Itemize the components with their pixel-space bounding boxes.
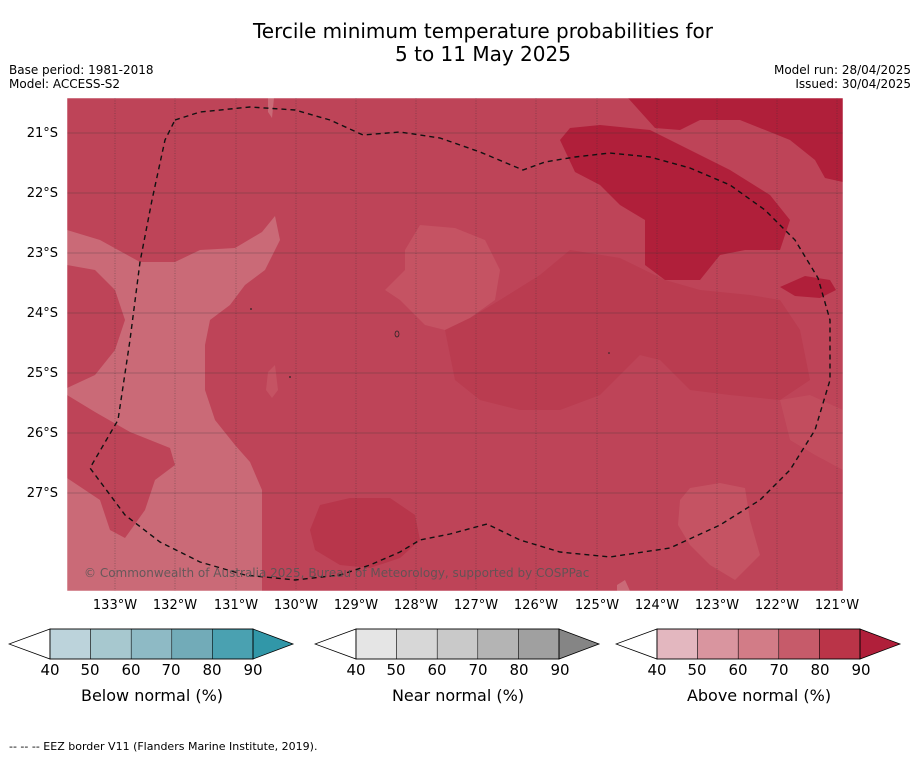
colorbar-segment — [697, 628, 739, 660]
colorbar-segment — [436, 628, 479, 660]
lat-label-26s: 26°S — [26, 426, 58, 441]
lon-label-129w: 129°W — [333, 598, 379, 613]
lat-label-23s: 23°S — [26, 246, 58, 261]
colorbar-extend-low — [314, 628, 357, 660]
colorbar-segment — [355, 628, 397, 660]
near-tick-40: 40 — [346, 661, 366, 679]
colorbar-segment — [49, 628, 91, 660]
colorbar-above — [615, 628, 902, 660]
shade-70-80-southwest — [67, 395, 175, 538]
shade-70-80-east-edge — [780, 395, 843, 470]
lon-label-121w: 121°W — [814, 598, 860, 613]
base-period-text: Base period: 1981-2018 — [9, 63, 154, 77]
below-tick-60: 60 — [121, 661, 141, 679]
lat-gridlines — [67, 132, 843, 494]
colorbar-extend-high — [558, 628, 601, 660]
lat-label-22s: 22°S — [26, 186, 58, 201]
lat-label-21s: 21°S — [26, 126, 58, 141]
lon-label-132w: 132°W — [152, 598, 198, 613]
shade-80-90-east — [560, 125, 790, 280]
colorbar-outline — [355, 628, 560, 660]
lon-gridlines — [114, 98, 838, 591]
info-right: Model run: 28/04/2025 Issued: 30/04/2025 — [774, 63, 911, 91]
island-speck-3 — [617, 580, 630, 591]
shade-60-70-southeast — [678, 483, 760, 580]
lon-label-126w: 126°W — [513, 598, 559, 613]
colorbar-segment — [518, 628, 560, 660]
probability-map — [66, 97, 844, 592]
copyright-text: © Commonwealth of Australia 2025, Bureau… — [84, 566, 590, 580]
colorbar-segment — [737, 628, 780, 660]
lon-label-125w: 125°W — [574, 598, 620, 613]
shade-70-80-central — [445, 250, 810, 410]
above-tick-50: 50 — [687, 661, 707, 679]
eez-border — [89, 106, 831, 581]
colorbar-segment — [130, 628, 173, 660]
colorbar-segment — [90, 628, 132, 660]
lon-label-123w: 123°W — [694, 598, 740, 613]
below-normal-label: Below normal (%) — [80, 686, 224, 705]
colorbar-segment — [656, 628, 698, 660]
colorbar-near — [314, 628, 601, 660]
below-tick-80: 80 — [202, 661, 222, 679]
shade-80-90-northeast — [628, 98, 843, 182]
below-tick-50: 50 — [80, 661, 100, 679]
island-speck-2 — [268, 98, 274, 118]
above-tick-40: 40 — [647, 661, 667, 679]
lon-label-131w: 131°W — [213, 598, 259, 613]
colorbar-segment — [477, 628, 519, 660]
colorbar-extend-high — [859, 628, 902, 660]
colorbar-segment — [212, 628, 254, 660]
lon-label-133w: 133°W — [92, 598, 138, 613]
above-normal-label: Above normal (%) — [686, 686, 832, 705]
issued-text: Issued: 30/04/2025 — [795, 77, 911, 91]
shade-60-70-center — [385, 225, 500, 330]
probability-shading — [67, 98, 843, 591]
lat-label-27s: 27°S — [26, 486, 58, 501]
model-text: Model: ACCESS-S2 — [9, 77, 121, 91]
lon-label-128w: 128°W — [393, 598, 439, 613]
lat-label-25s: 25°S — [26, 366, 58, 381]
lon-label-127w: 127°W — [453, 598, 499, 613]
near-normal-label: Near normal (%) — [391, 686, 525, 705]
above-tick-90: 90 — [851, 661, 871, 679]
near-tick-60: 60 — [427, 661, 447, 679]
eez-legend-note: -- -- -- EEZ border V11 (Flanders Marine… — [9, 740, 318, 753]
lon-label-124w: 124°W — [634, 598, 680, 613]
shade-80-90-east-small — [780, 276, 836, 298]
lon-label-130w: 130°W — [273, 598, 319, 613]
colorbar-segment — [396, 628, 438, 660]
near-tick-90: 90 — [550, 661, 570, 679]
above-tick-60: 60 — [728, 661, 748, 679]
lon-label-122w: 122°W — [754, 598, 800, 613]
colorbar-outline — [49, 628, 254, 660]
below-tick-70: 70 — [161, 661, 181, 679]
atoll-markers — [250, 308, 610, 378]
shade-80-south — [310, 498, 420, 568]
colorbar-segment — [819, 628, 861, 660]
colorbar-extend-high — [252, 628, 295, 660]
colorbar-below — [8, 628, 295, 660]
map-title-line1: Tercile minimum temperature probabilitie… — [252, 19, 714, 43]
model-run-text: Model run: 28/04/2025 — [773, 63, 911, 77]
near-tick-50: 50 — [386, 661, 406, 679]
colorbar-segment — [778, 628, 820, 660]
below-tick-40: 40 — [40, 661, 60, 679]
colorbar-outline — [656, 628, 861, 660]
above-tick-80: 80 — [810, 661, 830, 679]
colorbar-segment — [171, 628, 213, 660]
above-tick-70: 70 — [769, 661, 789, 679]
map-title-line2: 5 to 11 May 2025 — [395, 42, 571, 66]
colorbar-extend-low — [615, 628, 658, 660]
near-tick-80: 80 — [509, 661, 529, 679]
near-tick-70: 70 — [468, 661, 488, 679]
info-left: Base period: 1981-2018 Model: ACCESS-S2 — [9, 63, 154, 91]
below-tick-90: 90 — [243, 661, 263, 679]
shade-70-80-west-edge — [67, 265, 125, 388]
colorbar-extend-low — [8, 628, 51, 660]
lat-label-24s: 24°S — [26, 306, 58, 321]
